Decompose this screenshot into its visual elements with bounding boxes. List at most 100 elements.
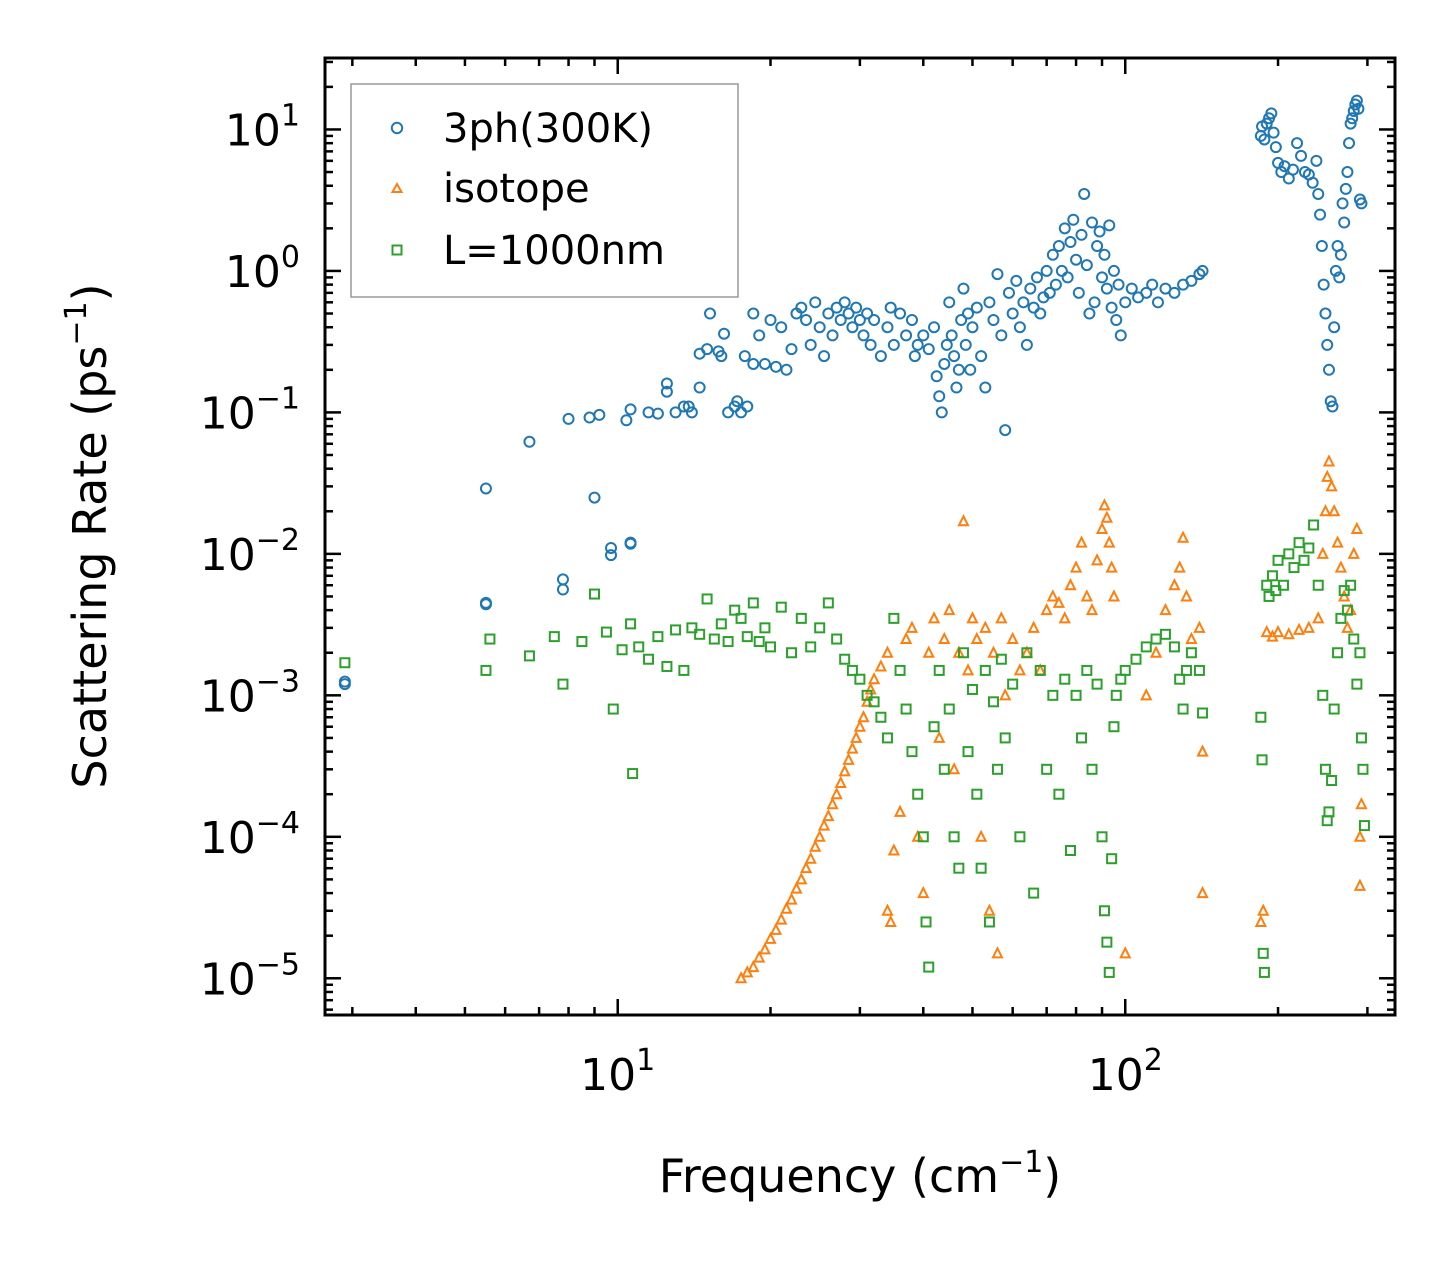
data-point-isotope	[1159, 602, 1172, 616]
data-point-isotope	[1098, 498, 1111, 511]
data-point-l1000nm	[686, 622, 698, 634]
data-point-3ph	[1258, 133, 1271, 146]
data-point-3ph	[1006, 307, 1019, 320]
data-point-l1000nm	[1256, 754, 1268, 766]
data-point-isotope	[1085, 602, 1099, 616]
data-point-3ph	[747, 307, 760, 320]
data-point-isotope	[790, 881, 803, 894]
data-point-isotope	[1325, 479, 1338, 492]
y-tick-label: 10−3	[200, 664, 300, 722]
data-point-3ph	[1355, 197, 1368, 210]
data-point-3ph	[738, 350, 751, 363]
data-point-l1000nm	[652, 631, 664, 643]
data-point-3ph	[479, 598, 492, 611]
x-axis-title: Frequency (cm−1)	[659, 1145, 1062, 1203]
data-point-l1000nm	[920, 916, 932, 928]
data-point-l1000nm	[759, 622, 771, 634]
data-point-isotope	[927, 611, 941, 624]
data-point-isotope	[846, 741, 859, 754]
data-point-l1000nm	[1064, 845, 1076, 857]
x-axis-title-sup: −1	[999, 1145, 1043, 1180]
data-point-3ph	[911, 338, 924, 351]
data-point-isotope	[804, 851, 817, 864]
data-point-l1000nm	[1140, 641, 1152, 653]
data-point-l1000nm	[548, 631, 560, 643]
data-point-3ph	[1291, 137, 1304, 150]
y-tick-exp: −3	[256, 664, 300, 699]
data-point-3ph	[857, 329, 870, 342]
y-tick-exp: −4	[256, 806, 300, 841]
x-tick-base: 10	[1088, 1050, 1144, 1101]
data-point-3ph	[930, 370, 943, 383]
data-point-3ph	[588, 491, 601, 504]
data-point-isotope	[753, 950, 766, 963]
data-point-l1000nm	[1317, 689, 1329, 701]
data-point-isotope	[1168, 578, 1181, 591]
data-point-isotope	[1149, 645, 1163, 658]
data-point-3ph	[562, 412, 575, 425]
data-point-3ph	[1061, 271, 1074, 284]
data-point-3ph	[1321, 338, 1334, 351]
data-point-l1000nm	[868, 696, 880, 708]
data-point-isotope	[1355, 796, 1368, 810]
data-point-3ph	[1322, 363, 1335, 376]
data-point-3ph	[991, 268, 1004, 281]
data-point-l1000nm	[1081, 664, 1093, 676]
data-point-l1000nm	[1119, 664, 1131, 676]
data-point-3ph	[620, 414, 633, 427]
data-point-isotope	[995, 611, 1008, 624]
data-point-3ph	[1350, 94, 1363, 107]
data-point-isotope	[975, 829, 988, 842]
data-point-isotope	[734, 971, 748, 984]
data-point-isotope	[991, 946, 1004, 959]
data-point-isotope	[830, 786, 843, 800]
y-tick-base: 10	[200, 530, 256, 581]
data-point-isotope	[1103, 535, 1116, 548]
data-point-l1000nm	[1326, 775, 1338, 787]
y-tick-base: 10	[225, 247, 281, 298]
data-point-l1000nm	[1277, 579, 1289, 591]
y-tick-label: 10−4	[200, 806, 300, 864]
data-point-3ph	[605, 549, 618, 562]
data-point-isotope	[999, 688, 1012, 701]
data-point-3ph	[945, 329, 958, 342]
data-point-3ph	[1119, 296, 1132, 309]
data-point-3ph	[338, 675, 351, 688]
data-point-l1000nm	[1014, 831, 1026, 843]
data-point-l1000nm	[1110, 689, 1122, 701]
data-point-3ph	[1064, 236, 1077, 249]
x-tick-label: 102	[1088, 1043, 1163, 1101]
data-point-isotope	[822, 808, 835, 822]
data-point-3ph	[1196, 264, 1209, 277]
data-point-l1000nm	[775, 601, 787, 613]
data-point-3ph	[1168, 286, 1181, 299]
series-0	[338, 94, 1368, 691]
data-point-isotope	[1052, 595, 1066, 608]
series-2	[339, 519, 1370, 978]
data-point-isotope	[983, 903, 996, 916]
data-point-isotope	[987, 645, 1000, 658]
data-point-isotope	[961, 663, 975, 676]
data-point-l1000nm	[661, 660, 673, 672]
data-point-isotope	[1180, 589, 1193, 602]
data-point-3ph	[804, 338, 817, 351]
data-point-3ph	[1040, 264, 1053, 277]
data-point-isotope	[1196, 744, 1209, 757]
data-point-3ph	[479, 482, 492, 495]
data-point-isotope	[1193, 620, 1206, 633]
data-point-isotope	[1095, 521, 1109, 534]
data-point-3ph	[1334, 248, 1347, 261]
data-point-3ph	[1185, 274, 1198, 287]
data-point-3ph	[1043, 286, 1056, 299]
data-point-isotope	[1046, 589, 1059, 602]
y-tick-exp: −2	[256, 523, 300, 558]
data-point-3ph	[1295, 149, 1308, 162]
data-point-3ph	[957, 282, 970, 295]
data-point-3ph	[1046, 248, 1059, 261]
data-point-l1000nm	[747, 597, 759, 609]
data-point-3ph	[780, 363, 793, 376]
data-point-l1000nm	[625, 618, 637, 630]
data-point-l1000nm	[765, 641, 777, 653]
data-point-isotope	[1013, 663, 1027, 676]
